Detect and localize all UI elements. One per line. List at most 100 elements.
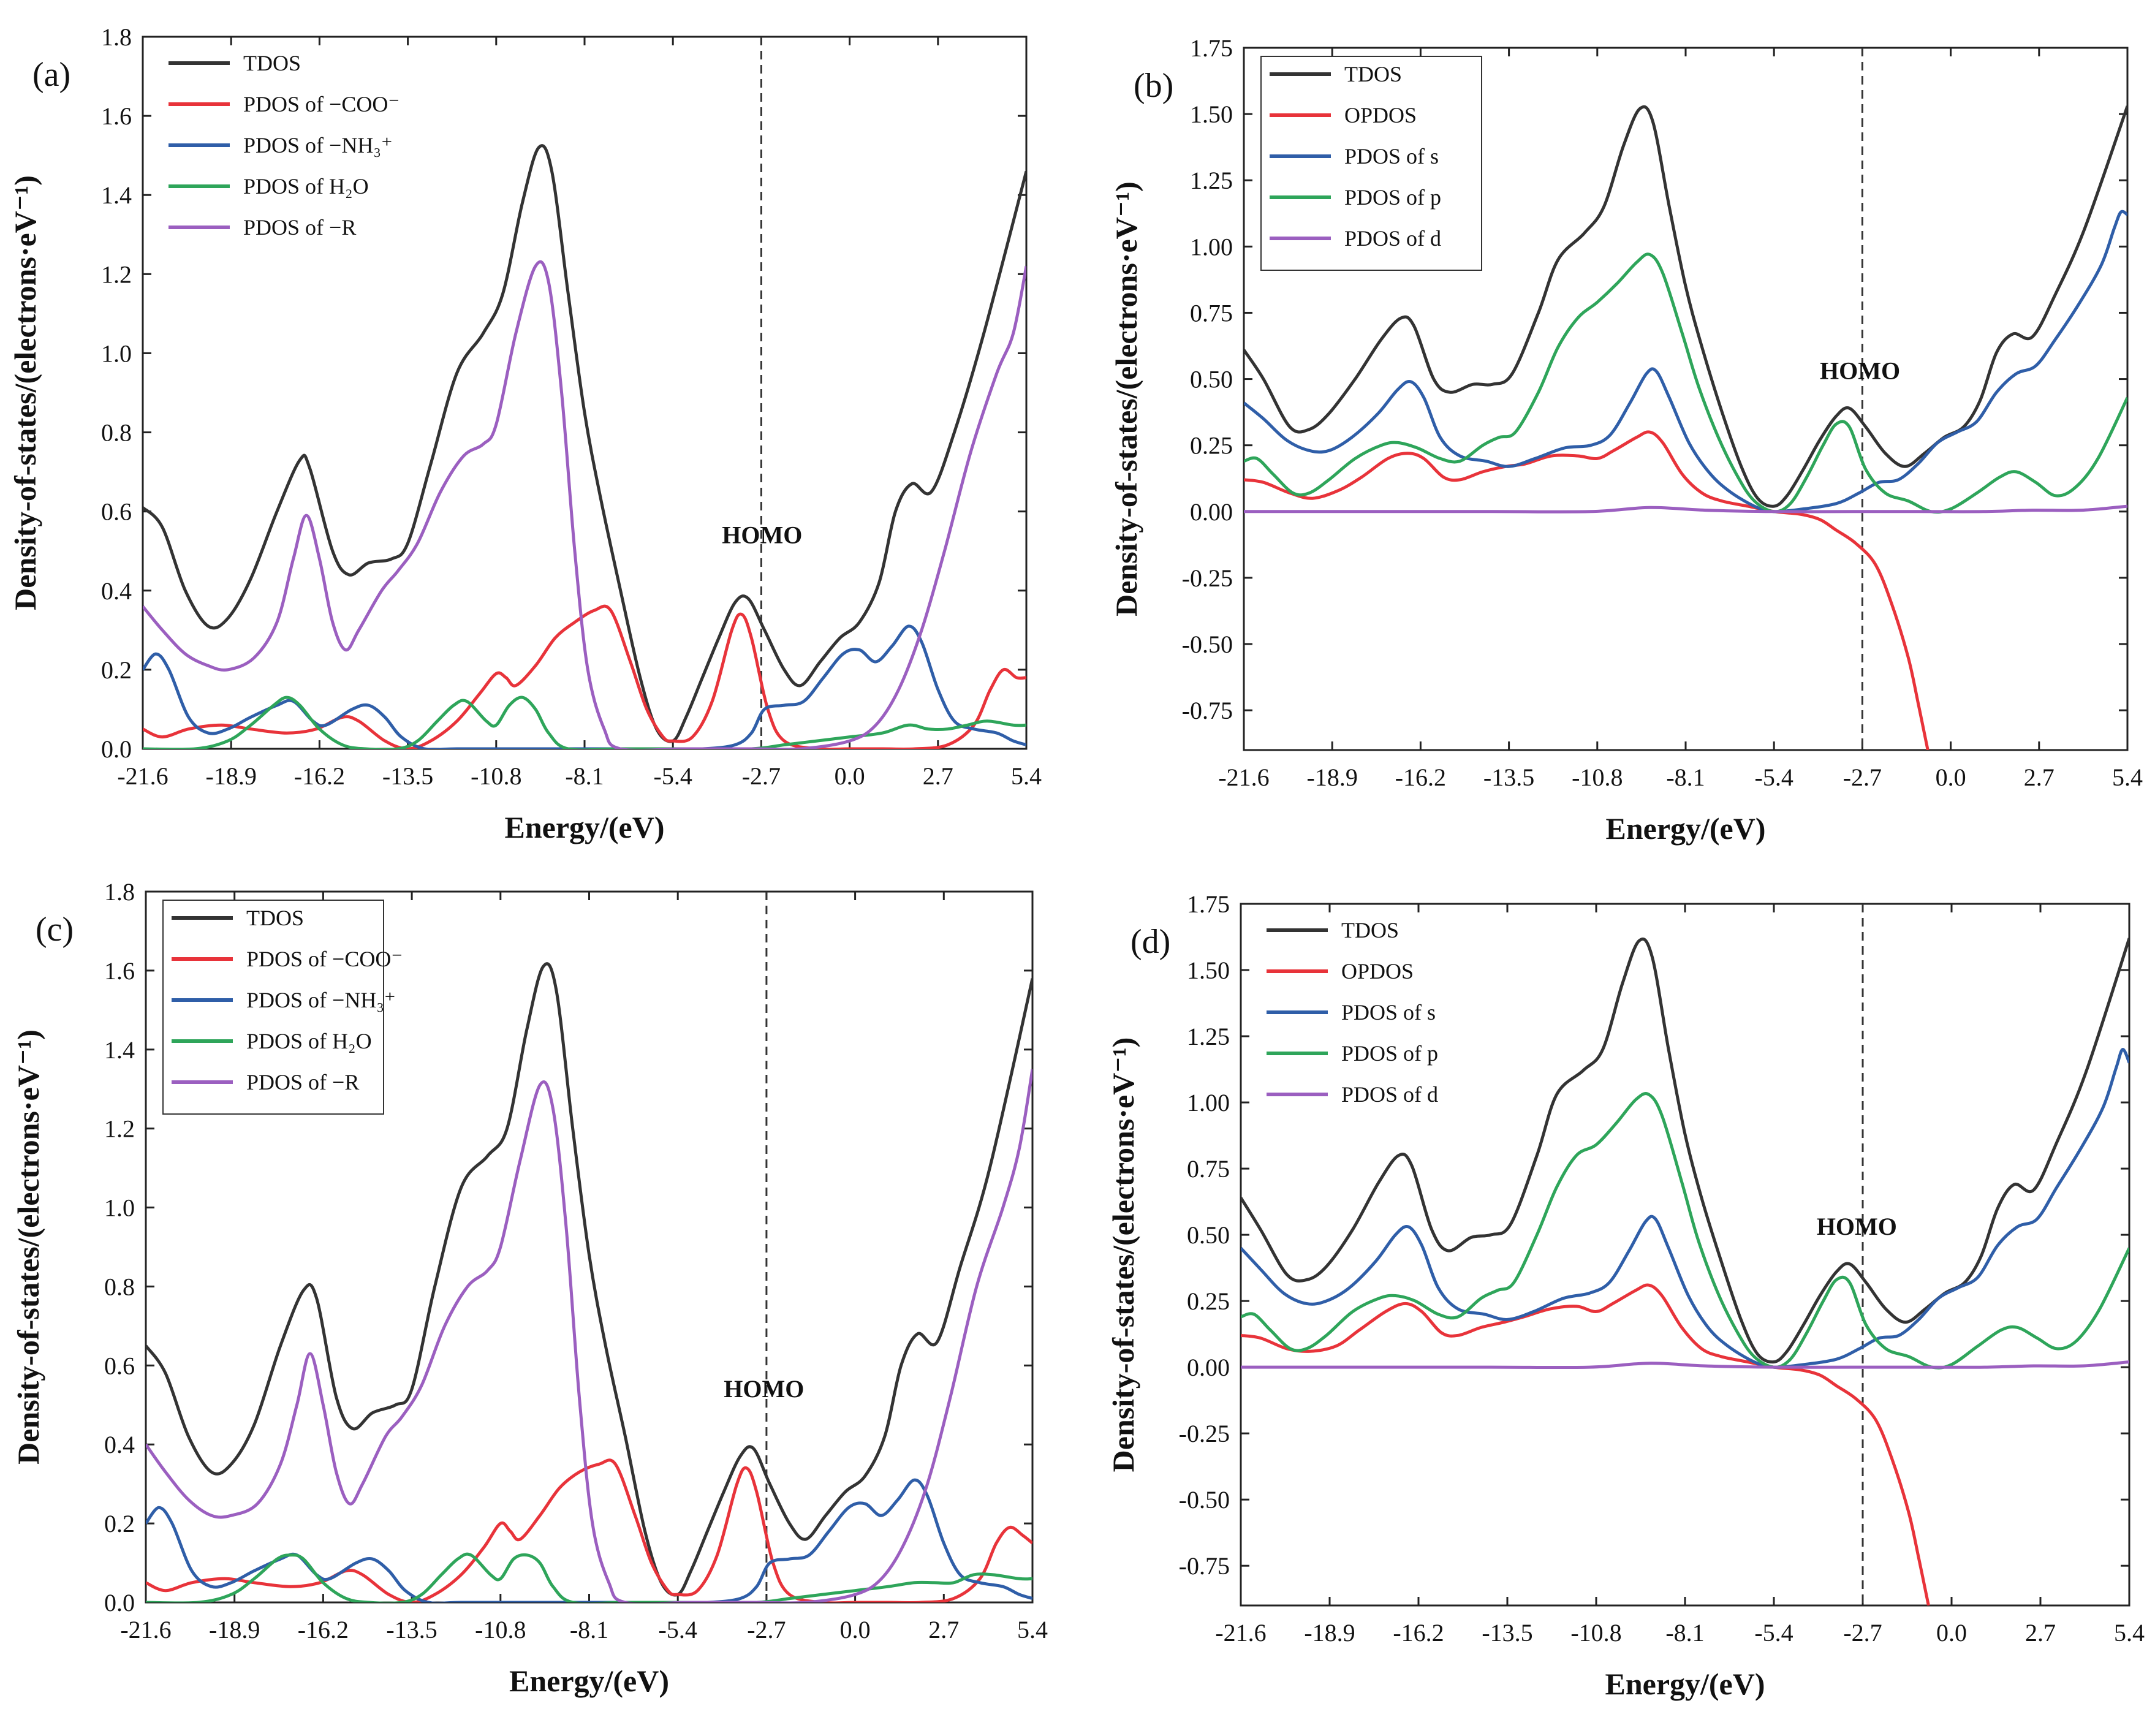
x-axis-title: Energy/(eV) [1605, 1667, 1765, 1701]
x-tick-label: -21.6 [117, 762, 168, 790]
y-tick-label: 1.2 [101, 260, 132, 288]
y-tick-label: 0.6 [101, 498, 132, 526]
series-line [143, 144, 1026, 743]
x-tick-label: 0.0 [1936, 1619, 1967, 1647]
x-tick-label: -10.8 [1570, 1619, 1621, 1647]
y-tick-label: 1.6 [104, 957, 135, 985]
series-line [1244, 210, 2127, 514]
x-tick-label: 5.4 [1017, 1616, 1048, 1643]
y-tick-label: 0.00 [1190, 498, 1233, 526]
x-tick-label: -13.5 [382, 762, 433, 790]
chart-panel-c: -21.6 -18.9 -16.2 -13.5 -10.8 -8.1 -5.4 -2.7 0.0… [11, 878, 1048, 1698]
y-tick-label: 0.8 [104, 1273, 135, 1300]
legend-label: PDOS of d [1341, 1082, 1438, 1107]
homo-label: HOMO [722, 521, 802, 548]
x-tick-label: -13.5 [386, 1616, 437, 1643]
legend-label: PDOS of H₂O [246, 1029, 372, 1053]
y-tick-label: 0.00 [1187, 1354, 1230, 1381]
x-tick-label: 5.4 [2114, 1619, 2145, 1647]
y-tick-label: 0.6 [104, 1352, 135, 1379]
series-line [143, 696, 1026, 749]
series-line [1244, 504, 2127, 514]
y-tick-label: -0.75 [1179, 1552, 1230, 1580]
y-tick-label: 0.0 [104, 1589, 135, 1617]
x-tick-label: -16.2 [1393, 1619, 1444, 1647]
x-tick-label: -21.6 [1218, 764, 1269, 791]
legend-label: PDOS of −R [246, 1070, 359, 1094]
y-tick-label: -0.75 [1182, 697, 1233, 724]
y-axis-title: Density-of-states/(electrons·eV⁻¹) [8, 175, 42, 610]
series-line [143, 260, 1026, 749]
panel-label: (d) [1131, 923, 1170, 961]
x-tick-label: -16.2 [298, 1616, 349, 1643]
x-tick-label: -18.9 [1307, 764, 1358, 791]
y-tick-label: 1.00 [1190, 233, 1233, 260]
series-group [1241, 937, 2129, 1605]
y-tick-label: 0.50 [1190, 366, 1233, 393]
legend-label: TDOS [243, 51, 301, 75]
series-line [1241, 1360, 2129, 1370]
x-axis-title: Energy/(eV) [504, 810, 664, 844]
x-tick-label: 2.7 [2025, 1619, 2056, 1647]
series-line [146, 1069, 1032, 1602]
series-line [1244, 252, 2127, 514]
homo-label: HOMO [724, 1375, 804, 1403]
x-tick-label: -21.6 [120, 1616, 171, 1643]
y-tick-label: 0.2 [104, 1510, 135, 1537]
y-tick-label: 1.50 [1190, 100, 1233, 128]
x-tick-label: -2.7 [747, 1616, 786, 1643]
chart-panel-b: -21.6 -18.9 -16.2 -13.5 -10.8 -8.1 -5.4 -2.7 0.0… [1109, 34, 2143, 846]
x-tick-label: 5.4 [2112, 764, 2143, 791]
x-tick-label: 0.0 [1936, 764, 1966, 791]
series-line [146, 1458, 1032, 1602]
legend-label: PDOS of p [1344, 185, 1441, 210]
series-line [143, 624, 1026, 749]
x-tick-label: -5.4 [1754, 1619, 1793, 1647]
chart-panel-d: -21.6 -18.9 -16.2 -13.5 -10.8 -8.1 -5.4 -2.7 0.0… [1106, 890, 2145, 1701]
x-tick-label: 5.4 [1011, 762, 1042, 790]
x-tick-label: -2.7 [1843, 764, 1882, 791]
y-tick-label: -0.50 [1179, 1486, 1230, 1514]
y-axis-title: Density-of-states/(electrons·eV⁻¹) [1106, 1037, 1140, 1473]
panel-label: (b) [1134, 67, 1173, 105]
y-tick-label: 0.25 [1187, 1287, 1230, 1315]
x-tick-label: -10.8 [475, 1616, 526, 1643]
legend-label: TDOS [246, 906, 304, 930]
y-tick-label: 1.25 [1187, 1023, 1230, 1050]
legend-box [1260, 56, 1482, 271]
x-tick-label: -5.4 [659, 1616, 697, 1643]
series-line [1241, 1092, 2129, 1370]
x-tick-label: -16.2 [294, 762, 345, 790]
x-tick-label: -18.9 [1304, 1619, 1355, 1647]
y-axis-title: Density-of-states/(electrons·eV⁻¹) [11, 1029, 45, 1465]
x-tick-label: 0.0 [840, 1616, 871, 1643]
x-tick-label: -2.7 [742, 762, 781, 790]
x-tick-label: -10.8 [1572, 764, 1623, 791]
legend-label: PDOS of −COO⁻ [243, 92, 400, 116]
y-tick-label: 1.0 [101, 339, 132, 367]
series-group [146, 962, 1032, 1602]
homo-label: HOMO [1820, 357, 1900, 385]
legend-label: PDOS of p [1341, 1041, 1438, 1066]
panel-label: (c) [36, 911, 74, 949]
series-line [1241, 937, 2129, 1364]
y-tick-label: 1.0 [104, 1194, 135, 1222]
legend-box [162, 900, 384, 1115]
legend-label: PDOS of d [1344, 226, 1441, 251]
series-group [1244, 105, 2127, 750]
panel-label: (a) [32, 56, 70, 94]
y-tick-label: 1.8 [104, 878, 135, 906]
y-tick-label: 1.00 [1187, 1089, 1230, 1116]
legend-label: PDOS of s [1344, 144, 1439, 169]
y-tick-label: 1.6 [101, 102, 132, 130]
y-tick-label: 1.2 [104, 1115, 135, 1143]
x-tick-label: -8.1 [570, 1616, 608, 1643]
x-tick-label: -8.1 [1665, 1619, 1704, 1647]
series-line [146, 1552, 1032, 1602]
legend-label: OPDOS [1341, 959, 1414, 984]
series-line [146, 1478, 1032, 1602]
x-tick-label: -16.2 [1395, 764, 1446, 791]
y-tick-label: 1.50 [1187, 957, 1230, 984]
x-axis-title: Energy/(eV) [1605, 811, 1765, 846]
